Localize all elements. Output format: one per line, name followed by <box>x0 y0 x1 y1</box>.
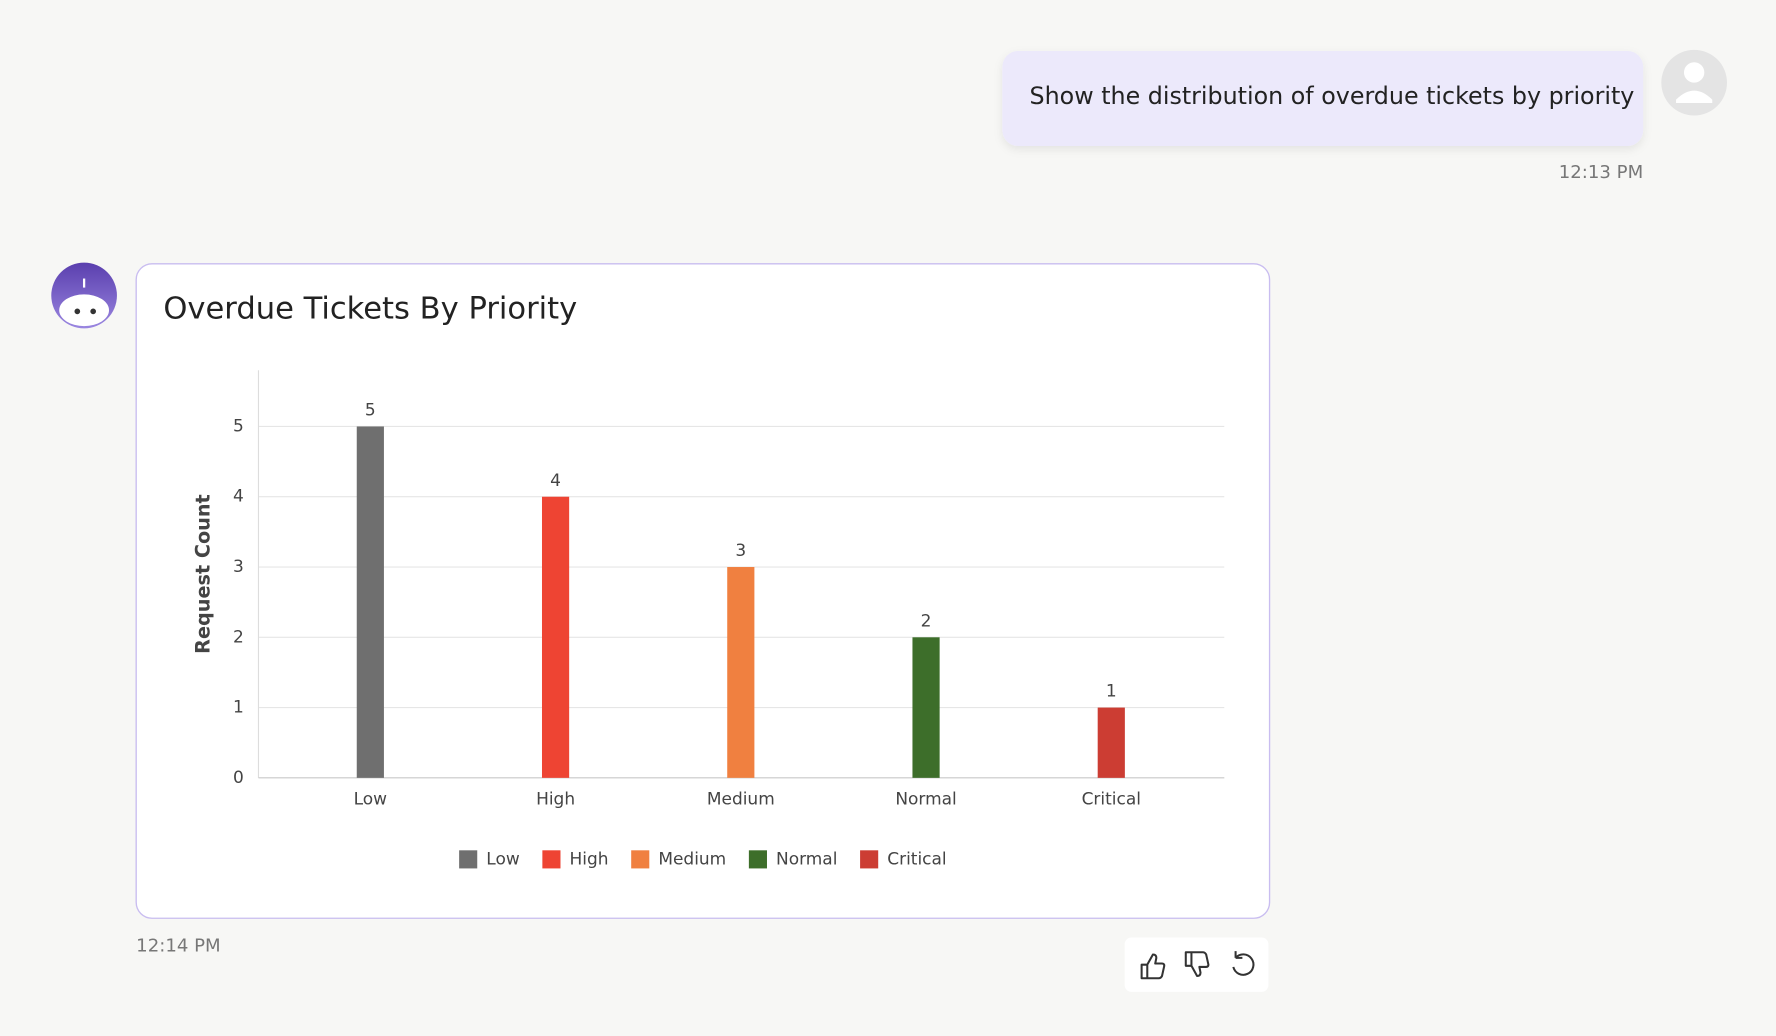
x-tick-label: Critical <box>1082 789 1141 809</box>
user-message: Show the distribution of overdue tickets… <box>1030 82 1635 110</box>
legend-swatch <box>748 850 767 869</box>
y-tick-label: 2 <box>233 627 244 647</box>
bar <box>1097 707 1125 778</box>
data-label: 4 <box>550 471 561 491</box>
regenerate[interactable] <box>1232 951 1255 976</box>
user-avatar <box>1661 49 1727 116</box>
x-tick-label: Medium <box>707 789 775 809</box>
bar <box>541 496 570 778</box>
user-bubble <box>1002 50 1644 147</box>
legend-swatch <box>631 850 650 869</box>
x-tick-label: High <box>536 789 575 809</box>
legend-label: Critical <box>887 849 946 869</box>
thumbs-down[interactable] <box>1184 951 1210 978</box>
legend-label: Normal <box>776 849 837 869</box>
bar <box>727 567 755 778</box>
data-label: 3 <box>735 541 746 561</box>
chart-title: Overdue Tickets By Priority <box>163 292 577 327</box>
legend-label: High <box>570 849 609 869</box>
user-time: 12:13 PM <box>1559 162 1643 183</box>
x-tick-label: Normal <box>895 789 956 809</box>
chart-card <box>135 263 1271 919</box>
y-tick-label: 1 <box>233 698 244 718</box>
y-tick-label: 4 <box>233 487 244 507</box>
data-label: 1 <box>1106 682 1117 702</box>
chart: 0 1 2 3 4 5 Request Count Low 5 High 4 Medium 3 Norma… <box>192 370 1225 869</box>
bot-time: 12:14 PM <box>136 936 221 957</box>
legend-swatch <box>542 850 561 869</box>
bot-avatar <box>51 262 117 329</box>
legend-label: Low <box>486 849 520 869</box>
y-tick-label: 3 <box>233 557 244 577</box>
legend-label: Medium <box>658 849 726 869</box>
bar <box>912 637 940 778</box>
y-axis-label: Request Count <box>192 494 215 654</box>
y-tick-label: 0 <box>233 768 244 788</box>
legend-swatch <box>459 850 478 869</box>
y-tick-label: 5 <box>233 416 244 436</box>
legend-swatch <box>860 850 879 869</box>
bar <box>356 426 384 778</box>
data-label: 2 <box>921 611 932 631</box>
x-tick-label: Low <box>354 789 388 809</box>
data-label: 5 <box>365 401 376 421</box>
thumbs-up[interactable] <box>1140 953 1166 980</box>
